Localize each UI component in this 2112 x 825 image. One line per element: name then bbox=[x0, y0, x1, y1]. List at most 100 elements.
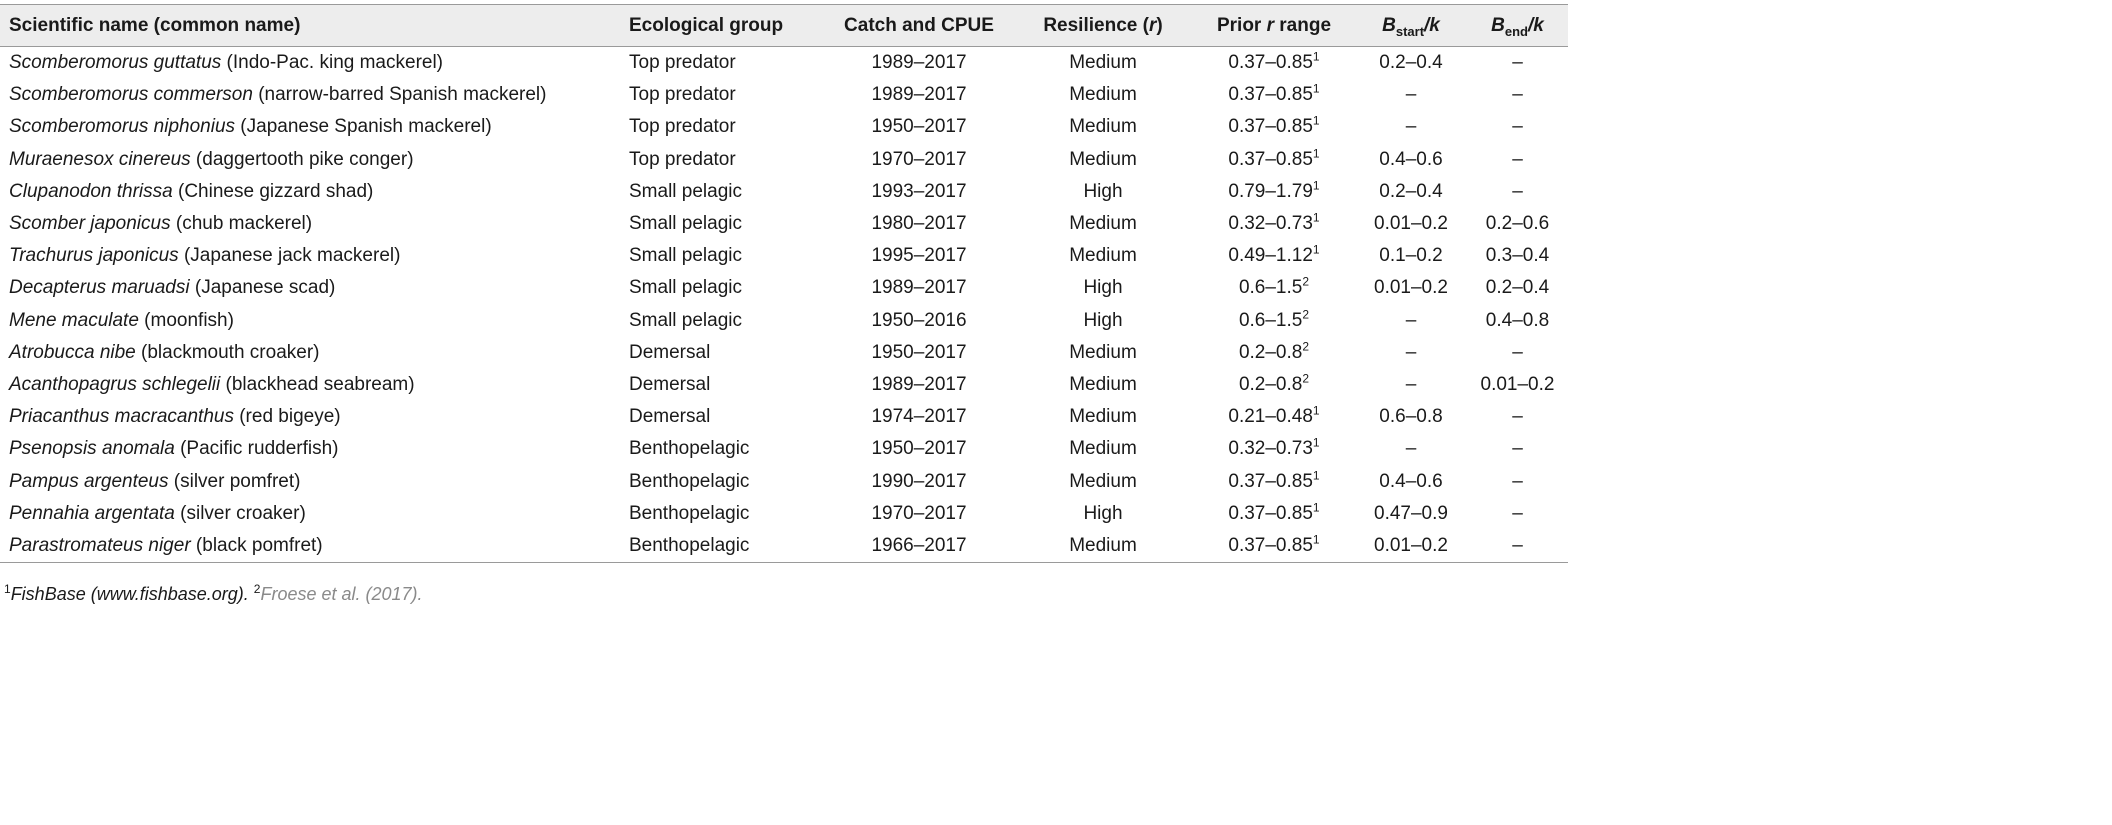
cell-bstart-k: 0.2–0.4 bbox=[1379, 180, 1443, 202]
species-common-name: (daggertooth pike conger) bbox=[190, 148, 414, 170]
cell-bstart-k: – bbox=[1405, 341, 1417, 363]
cell-prior-r-range: 0.6–1.52 bbox=[1193, 305, 1355, 337]
species-common-name: (narrow-barred Spanish mackerel) bbox=[252, 84, 547, 106]
cell-scientific-name: Clupanodon thrissa (Chinese gizzard shad… bbox=[0, 176, 625, 208]
cell-bend-k: 0.2–0.6 bbox=[1485, 213, 1550, 235]
table-row: Clupanodon thrissa (Chinese gizzard shad… bbox=[0, 176, 1568, 208]
prior-range-value: 0.37–0.85 bbox=[1228, 84, 1313, 106]
species-common-name: (blackmouth croaker) bbox=[135, 341, 320, 363]
table-row: Mene maculate (moonfish) Small pelagic 195… bbox=[0, 305, 1568, 337]
cell-resilience: Medium bbox=[1069, 52, 1137, 74]
species-common-name: (Indo-Pac. king mackerel) bbox=[221, 52, 444, 74]
species-common-name: (Chinese gizzard shad) bbox=[172, 180, 374, 202]
cell-scientific-name: Acanthopagrus schlegelii (blackhead seab… bbox=[0, 369, 625, 401]
species-scientific-name: Pampus argenteus bbox=[9, 470, 169, 492]
cell-ecological-group: Top predator bbox=[629, 84, 736, 106]
table-row: Decapterus maruadsi (Japanese scad) Small… bbox=[0, 272, 1568, 304]
prior-range-value: 0.32–0.73 bbox=[1228, 438, 1313, 460]
species-scientific-name: Scomber japonicus bbox=[9, 213, 171, 235]
cell-ecological-group: Small pelagic bbox=[629, 309, 742, 331]
cell-bstart-k: – bbox=[1405, 84, 1417, 106]
cell-catch-cpue: 1989–2017 bbox=[871, 373, 967, 395]
cell-bend-k: 0.01–0.2 bbox=[1480, 373, 1555, 395]
cell-bstart-k: – bbox=[1405, 438, 1417, 460]
header-catch-cpue: Catch and CPUE bbox=[825, 4, 1013, 47]
table-row: Atrobucca nibe (blackmouth croaker) Demer… bbox=[0, 337, 1568, 369]
cell-resilience: Medium bbox=[1069, 245, 1137, 267]
header-row: Scientific name (common name) Ecological… bbox=[0, 4, 1568, 47]
prior-range-footnote-mark: 1 bbox=[1312, 49, 1320, 64]
cell-bend-k: 0.4–0.8 bbox=[1485, 309, 1550, 331]
header-prior-var: r bbox=[1266, 14, 1274, 36]
prior-range-value: 0.37–0.85 bbox=[1228, 116, 1313, 138]
cell-scientific-name: Scomberomorus commerson (narrow-barred S… bbox=[0, 79, 625, 111]
cell-bend-k: – bbox=[1512, 52, 1523, 74]
header-resilience-close: ) bbox=[1156, 14, 1163, 36]
cell-catch-cpue: 1989–2017 bbox=[871, 84, 967, 106]
prior-range-footnote-mark: 1 bbox=[1312, 468, 1320, 483]
table-row: Psenopsis anomala (Pacific rudderfish) Be… bbox=[0, 433, 1568, 465]
cell-prior-r-range: 0.21–0.481 bbox=[1193, 401, 1355, 433]
cell-bstart-k: – bbox=[1405, 309, 1417, 331]
species-scientific-name: Scomberomorus niphonius bbox=[9, 116, 236, 138]
cell-resilience: Medium bbox=[1069, 373, 1137, 395]
footnote-fishbase: FishBase (www.fishbase.org). bbox=[10, 584, 254, 604]
cell-prior-r-range: 0.37–0.851 bbox=[1193, 79, 1355, 111]
cell-catch-cpue: 1989–2017 bbox=[871, 52, 967, 74]
species-common-name: (moonfish) bbox=[138, 309, 234, 331]
cell-ecological-group: Small pelagic bbox=[629, 277, 742, 299]
cell-prior-r-range: 0.37–0.851 bbox=[1193, 465, 1355, 497]
cell-catch-cpue: 1950–2017 bbox=[871, 438, 967, 460]
species-common-name: (Pacific rudderfish) bbox=[174, 438, 339, 460]
cell-scientific-name: Atrobucca nibe (blackmouth croaker) bbox=[0, 337, 625, 369]
prior-range-value: 0.37–0.85 bbox=[1228, 148, 1313, 170]
cell-resilience: Medium bbox=[1069, 438, 1137, 460]
table-body: Scomberomorus guttatus (Indo-Pac. king m… bbox=[0, 47, 1568, 563]
table-row: Scomberomorus commerson (narrow-barred S… bbox=[0, 79, 1568, 111]
cell-scientific-name: Psenopsis anomala (Pacific rudderfish) bbox=[0, 433, 625, 465]
prior-range-value: 0.2–0.8 bbox=[1238, 373, 1303, 395]
prior-range-value: 0.6–1.5 bbox=[1238, 277, 1303, 299]
cell-catch-cpue: 1966–2017 bbox=[825, 529, 1013, 563]
table-row: Parastromateus niger (black pomfret) Bent… bbox=[0, 529, 1568, 563]
table-footnote: 1FishBase (www.fishbase.org). 2Froese et… bbox=[4, 583, 423, 605]
header-bstart-k-suffix: /k bbox=[1424, 14, 1440, 36]
cell-catch-cpue: 1970–2017 bbox=[871, 502, 967, 524]
cell-catch-cpue: 1974–2017 bbox=[871, 406, 967, 428]
cell-bend-k: 0.3–0.4 bbox=[1485, 245, 1550, 267]
table-row: Trachurus japonicus (Japanese jack macke… bbox=[0, 240, 1568, 272]
cell-prior-r-range: 0.79–1.791 bbox=[1193, 176, 1355, 208]
table-row: Scomberomorus guttatus (Indo-Pac. king m… bbox=[0, 47, 1568, 80]
cell-catch-cpue: 1950–2017 bbox=[871, 341, 967, 363]
cell-resilience: Medium bbox=[1069, 213, 1137, 235]
species-scientific-name: Acanthopagrus schlegelii bbox=[9, 373, 221, 395]
cell-bstart-k: 0.01–0.2 bbox=[1374, 213, 1448, 235]
cell-resilience: High bbox=[1083, 309, 1123, 331]
cell-bstart-k: 0.01–0.2 bbox=[1374, 277, 1448, 299]
prior-range-footnote-mark: 1 bbox=[1312, 532, 1320, 547]
species-common-name: (silver croaker) bbox=[174, 502, 306, 524]
cell-scientific-name: Decapterus maruadsi (Japanese scad) bbox=[0, 272, 625, 304]
species-table: Scientific name (common name) Ecological… bbox=[0, 4, 1568, 563]
species-scientific-name: Mene maculate bbox=[9, 309, 139, 331]
header-prior-post: range bbox=[1274, 14, 1332, 36]
cell-prior-r-range: 0.2–0.82 bbox=[1193, 369, 1355, 401]
header-bstart-k: Bstart/k bbox=[1355, 4, 1467, 47]
cell-bend-k: 0.2–0.4 bbox=[1485, 277, 1550, 299]
species-scientific-name: Muraenesox cinereus bbox=[9, 148, 191, 170]
cell-scientific-name: Scomberomorus niphonius (Japanese Spanis… bbox=[0, 111, 625, 143]
cell-resilience: Medium bbox=[1013, 529, 1193, 563]
table-row: Priacanthus macracanthus (red bigeye) Dem… bbox=[0, 401, 1568, 433]
prior-range-value: 0.49–1.12 bbox=[1228, 245, 1313, 267]
cell-prior-r-range: 0.49–1.121 bbox=[1193, 240, 1355, 272]
cell-scientific-name: Parastromateus niger (black pomfret) bbox=[0, 529, 625, 563]
cell-prior-r-range: 0.2–0.82 bbox=[1193, 337, 1355, 369]
header-resilience-label: Resilience ( bbox=[1043, 14, 1149, 36]
cell-scientific-name: Priacanthus macracanthus (red bigeye) bbox=[0, 401, 625, 433]
cell-scientific-name: Pampus argenteus (silver pomfret) bbox=[0, 465, 625, 497]
prior-range-footnote-mark: 1 bbox=[1312, 178, 1320, 193]
cell-prior-r-range: 0.37–0.851 bbox=[1193, 498, 1355, 530]
footnote-froese-link[interactable]: Froese et al. (2017). bbox=[260, 584, 423, 604]
header-prior-pre: Prior bbox=[1216, 14, 1267, 36]
species-scientific-name: Pennahia argentata bbox=[9, 502, 175, 524]
